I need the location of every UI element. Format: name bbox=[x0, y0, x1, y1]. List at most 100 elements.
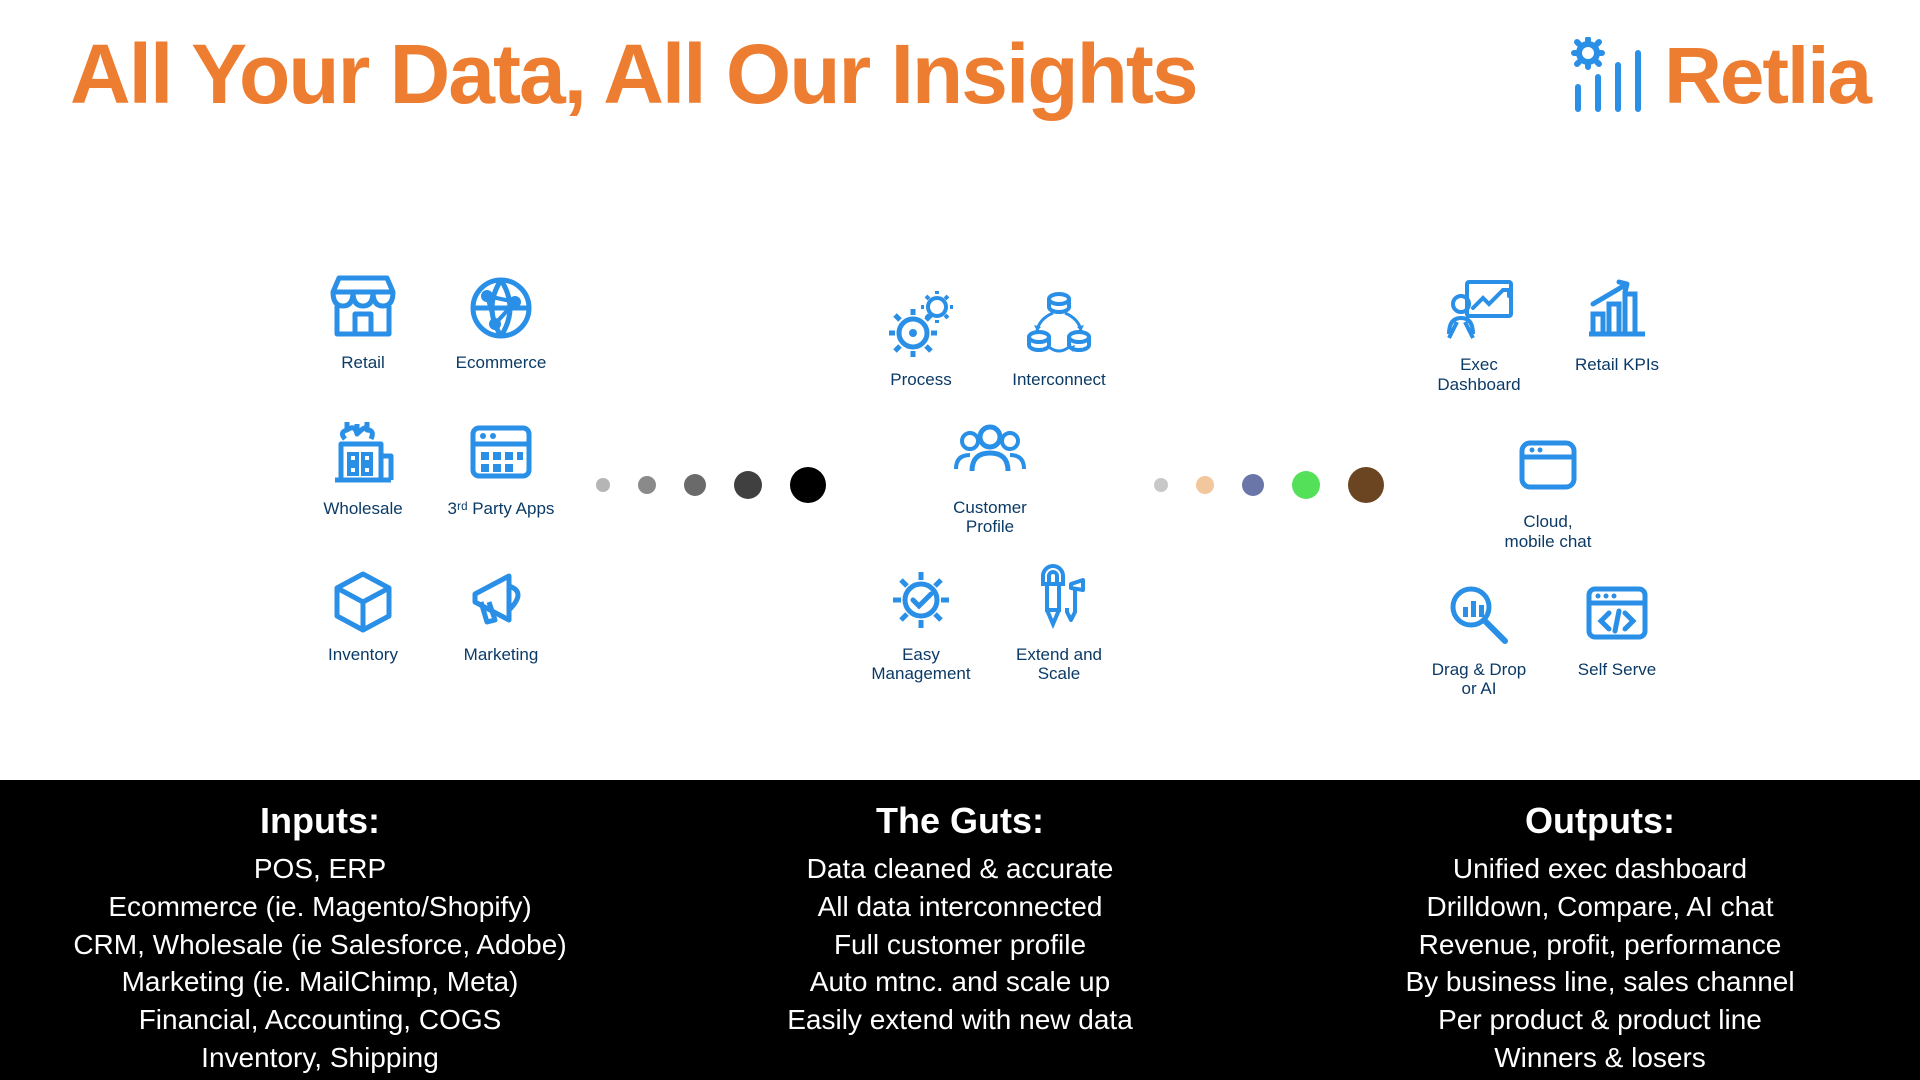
retail-icon bbox=[317, 269, 409, 347]
footer-line: Full customer profile bbox=[660, 926, 1260, 964]
footer-line: Data cleaned & accurate bbox=[660, 850, 1260, 888]
outputs-column: ExecDashboard Retail KPIs Cloud,mobile ch… bbox=[1414, 271, 1682, 698]
inventory-icon bbox=[317, 561, 409, 639]
marketing-icon bbox=[455, 561, 547, 639]
easymgmt-icon bbox=[875, 561, 967, 639]
dragdrop-cell: Drag & Dropor AI bbox=[1414, 576, 1544, 699]
extend-label: Extend andScale bbox=[1016, 645, 1102, 684]
footer-line: CRM, Wholesale (ie Salesforce, Adobe) bbox=[20, 926, 620, 964]
header: All Your Data, All Our Insights Retlia bbox=[70, 30, 1880, 122]
footer-line: Drilldown, Compare, AI chat bbox=[1300, 888, 1900, 926]
flow-dots-left bbox=[596, 467, 826, 503]
easymgmt-cell: EasyManagement bbox=[871, 561, 970, 684]
interconnect-icon bbox=[1013, 286, 1105, 364]
thirdparty-cell: 3ʳᵈ Party Apps bbox=[436, 415, 566, 555]
process-icon bbox=[875, 286, 967, 364]
flow-dot bbox=[1348, 467, 1384, 503]
marketing-label: Marketing bbox=[464, 645, 539, 665]
brand-mark-icon bbox=[1564, 37, 1652, 115]
footer-col-title: Inputs: bbox=[20, 800, 620, 842]
footer-line: Winners & losers bbox=[1300, 1039, 1900, 1077]
kpis-label: Retail KPIs bbox=[1575, 355, 1659, 375]
flow-dots-right bbox=[1154, 467, 1384, 503]
customer-label: CustomerProfile bbox=[953, 498, 1027, 537]
guts-column: Process Interconnect CustomerProfile Easy… bbox=[856, 286, 1124, 684]
process-cell: Process bbox=[875, 286, 967, 390]
outputs-row-mid: Cloud,mobile chat bbox=[1414, 428, 1682, 551]
outputs-row-top: ExecDashboard Retail KPIs bbox=[1414, 271, 1682, 394]
dragdrop-label: Drag & Dropor AI bbox=[1432, 660, 1526, 699]
flow-dot bbox=[790, 467, 826, 503]
wholesale-label: Wholesale bbox=[323, 499, 402, 519]
wholesale-cell: Wholesale bbox=[298, 415, 428, 555]
flow-dot bbox=[734, 471, 762, 499]
guts-row-bot: EasyManagement Extend andScale bbox=[856, 561, 1124, 684]
thirdparty-label: 3ʳᵈ Party Apps bbox=[448, 499, 555, 519]
selfserve-cell: Self Serve bbox=[1552, 576, 1682, 699]
footer-col-2: Outputs: Unified exec dashboardDrilldown,… bbox=[1280, 780, 1920, 1080]
cloud-icon bbox=[1502, 428, 1594, 506]
footer-line: By business line, sales channel bbox=[1300, 963, 1900, 1001]
footer-line: Per product & product line bbox=[1300, 1001, 1900, 1039]
execdash-icon bbox=[1433, 271, 1525, 349]
cloud-label: Cloud,mobile chat bbox=[1505, 512, 1592, 551]
execdash-cell: ExecDashboard bbox=[1414, 271, 1544, 394]
easymgmt-label: EasyManagement bbox=[871, 645, 970, 684]
interconnect-label: Interconnect bbox=[1012, 370, 1106, 390]
brand-name: Retlia bbox=[1664, 30, 1870, 122]
kpis-cell: Retail KPIs bbox=[1552, 271, 1682, 394]
outputs-row-bot: Drag & Dropor AI Self Serve bbox=[1414, 576, 1682, 699]
footer-col-title: Outputs: bbox=[1300, 800, 1900, 842]
cloud-cell: Cloud,mobile chat bbox=[1502, 428, 1594, 551]
thirdparty-icon bbox=[455, 415, 547, 493]
flow-dot bbox=[1154, 478, 1168, 492]
customer-icon bbox=[944, 414, 1036, 492]
extend-icon bbox=[1013, 561, 1105, 639]
flow-dot bbox=[1292, 471, 1320, 499]
extend-cell: Extend andScale bbox=[1013, 561, 1105, 684]
retail-cell: Retail bbox=[298, 269, 428, 409]
flow-dot bbox=[638, 476, 656, 494]
kpis-icon bbox=[1571, 271, 1663, 349]
selfserve-icon bbox=[1571, 576, 1663, 654]
inputs-column: Retail Ecommerce Wholesale 3ʳᵈ Party Apps In… bbox=[298, 269, 566, 701]
footer-col-0: Inputs: POS, ERPEcommerce (ie. Magento/Sh… bbox=[0, 780, 640, 1080]
guts-row-mid: CustomerProfile bbox=[856, 414, 1124, 537]
footer-line: All data interconnected bbox=[660, 888, 1260, 926]
footer-col-title: The Guts: bbox=[660, 800, 1260, 842]
guts-row-top: Process Interconnect bbox=[856, 286, 1124, 390]
footer-line: Auto mtnc. and scale up bbox=[660, 963, 1260, 1001]
wholesale-icon bbox=[317, 415, 409, 493]
inventory-cell: Inventory bbox=[298, 561, 428, 701]
execdash-label: ExecDashboard bbox=[1437, 355, 1520, 394]
ecommerce-label: Ecommerce bbox=[456, 353, 547, 373]
footer-line: Revenue, profit, performance bbox=[1300, 926, 1900, 964]
flow-dot bbox=[1196, 476, 1214, 494]
marketing-cell: Marketing bbox=[436, 561, 566, 701]
interconnect-cell: Interconnect bbox=[1012, 286, 1106, 390]
brand-logo: Retlia bbox=[1564, 30, 1880, 122]
ecommerce-cell: Ecommerce bbox=[436, 269, 566, 409]
footer-col-1: The Guts: Data cleaned & accurateAll data… bbox=[640, 780, 1280, 1080]
selfserve-label: Self Serve bbox=[1578, 660, 1656, 680]
diagram: Retail Ecommerce Wholesale 3ʳᵈ Party Apps In… bbox=[0, 255, 1920, 715]
footer-line: Ecommerce (ie. Magento/Shopify) bbox=[20, 888, 620, 926]
inventory-label: Inventory bbox=[328, 645, 398, 665]
flow-dot bbox=[1242, 474, 1264, 496]
footer-line: Unified exec dashboard bbox=[1300, 850, 1900, 888]
footer-line: POS, ERP bbox=[20, 850, 620, 888]
customer-cell: CustomerProfile bbox=[944, 414, 1036, 537]
dragdrop-icon bbox=[1433, 576, 1525, 654]
inputs-grid: Retail Ecommerce Wholesale 3ʳᵈ Party Apps In… bbox=[298, 269, 566, 701]
flow-dot bbox=[684, 474, 706, 496]
page-title: All Your Data, All Our Insights bbox=[70, 30, 1197, 118]
footer-line: Inventory, Shipping bbox=[20, 1039, 620, 1077]
process-label: Process bbox=[890, 370, 951, 390]
footer-line: Financial, Accounting, COGS bbox=[20, 1001, 620, 1039]
retail-label: Retail bbox=[341, 353, 384, 373]
footer-line: Marketing (ie. MailChimp, Meta) bbox=[20, 963, 620, 1001]
ecommerce-icon bbox=[455, 269, 547, 347]
flow-dot bbox=[596, 478, 610, 492]
footer: Inputs: POS, ERPEcommerce (ie. Magento/Sh… bbox=[0, 780, 1920, 1080]
footer-line: Easily extend with new data bbox=[660, 1001, 1260, 1039]
